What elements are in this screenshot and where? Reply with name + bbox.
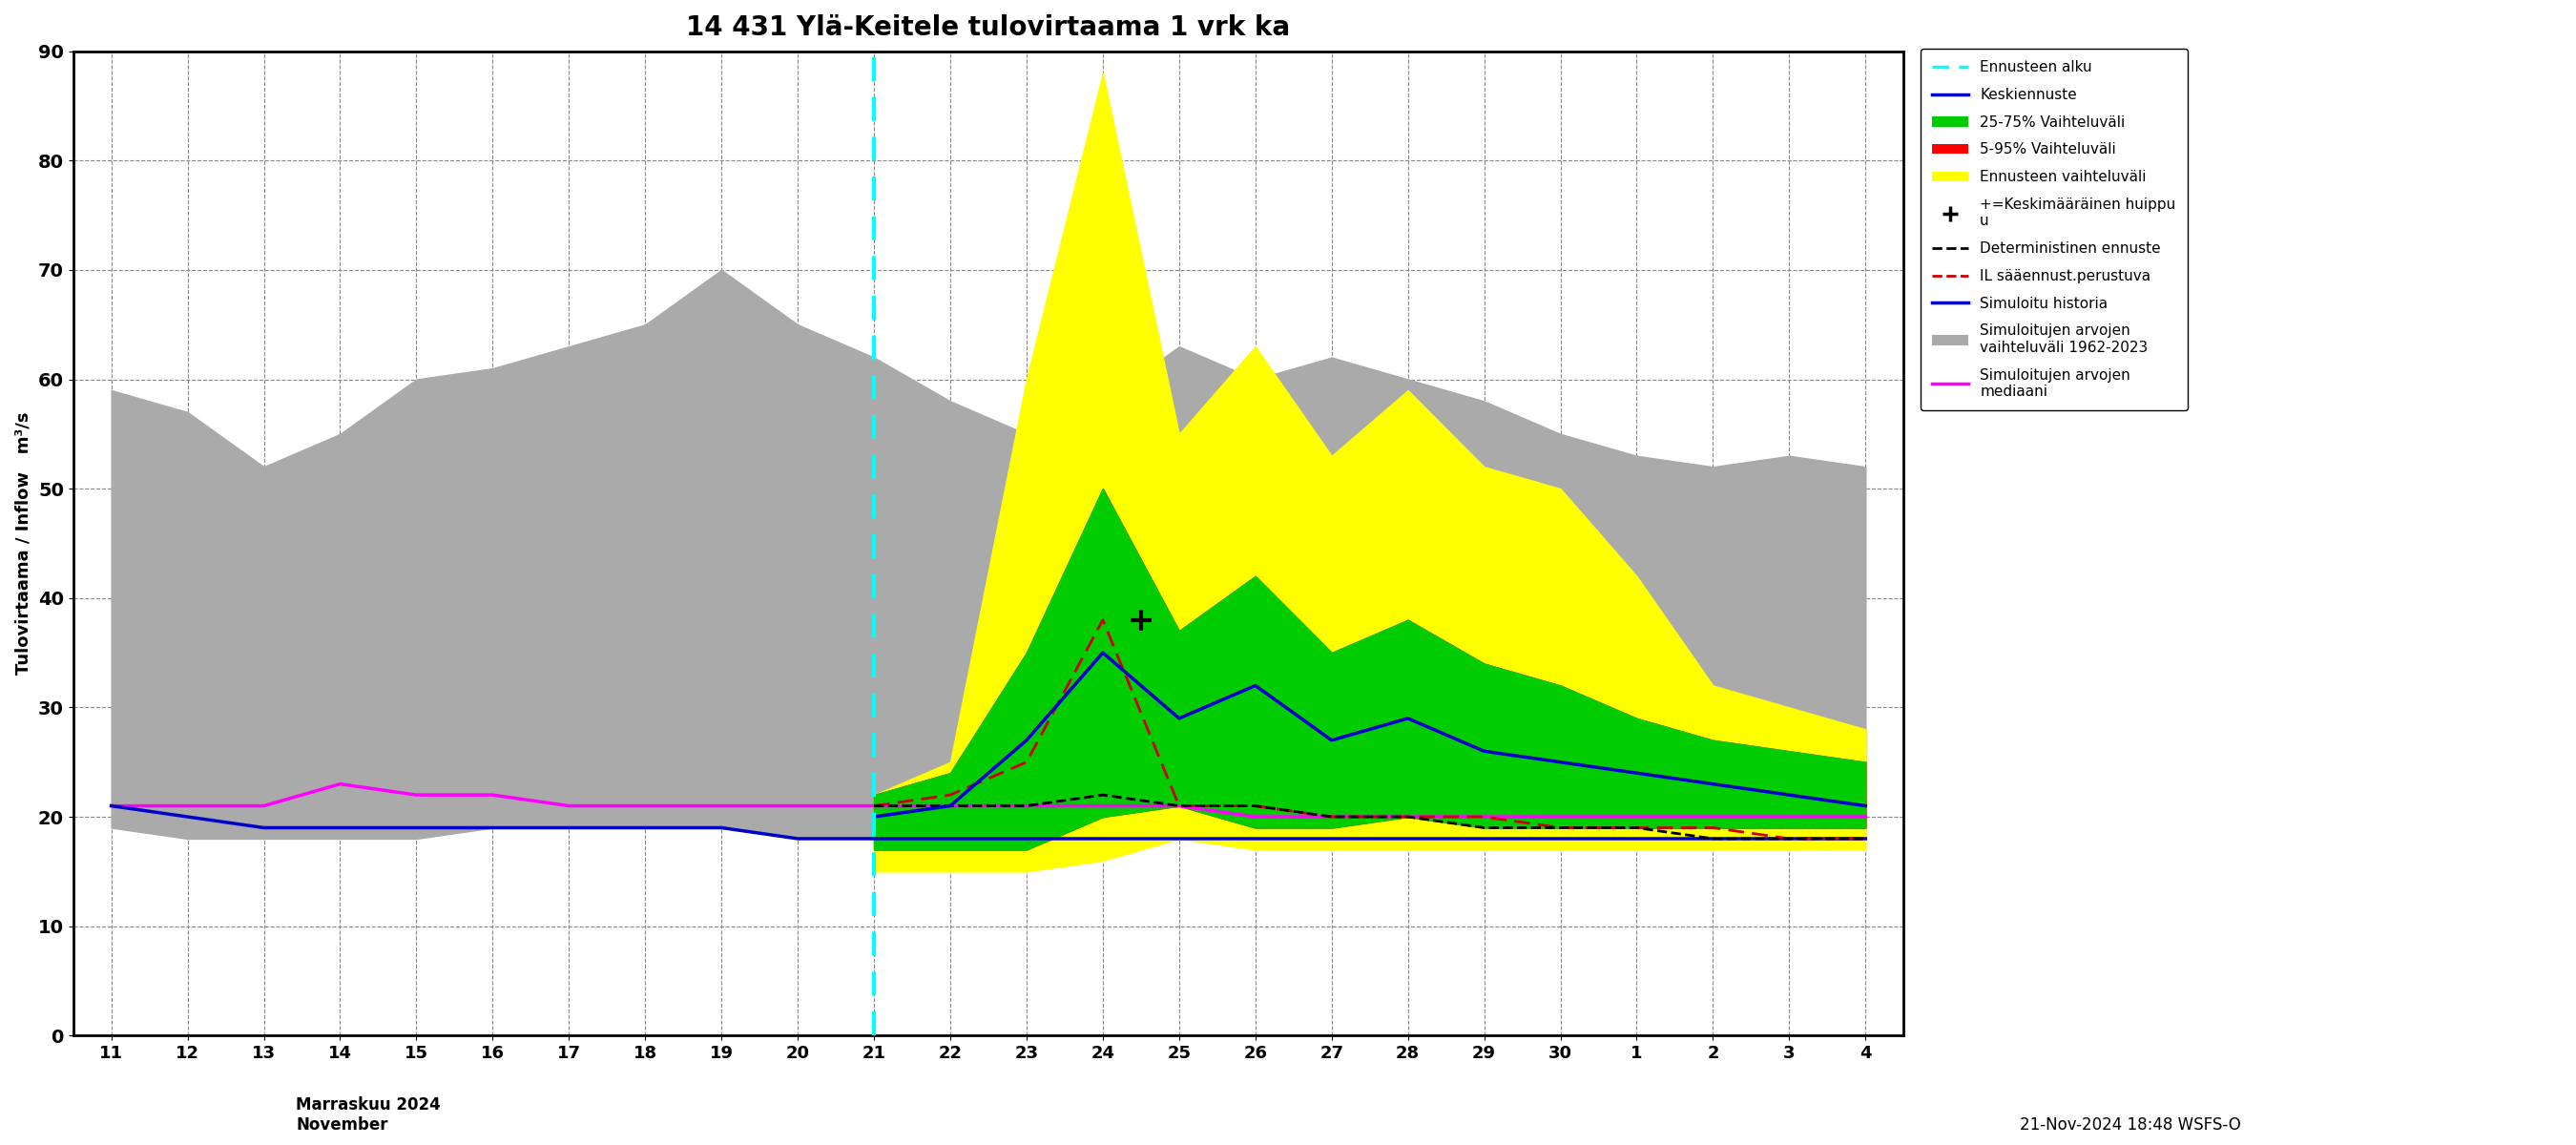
- Text: Marraskuu 2024
November: Marraskuu 2024 November: [296, 1097, 440, 1134]
- Text: 21-Nov-2024 18:48 WSFS-O: 21-Nov-2024 18:48 WSFS-O: [2020, 1116, 2241, 1134]
- Title: 14 431 Ylä-Keitele tulovirtaama 1 vrk ka: 14 431 Ylä-Keitele tulovirtaama 1 vrk ka: [685, 14, 1291, 41]
- Y-axis label: Tulovirtaama / Inflow   m³/s: Tulovirtaama / Inflow m³/s: [15, 412, 31, 674]
- Legend: Ennusteen alku, Keskiennuste, 25-75% Vaihteluväli, 5-95% Vaihteluväli, Ennusteen: Ennusteen alku, Keskiennuste, 25-75% Vai…: [1919, 48, 2187, 410]
